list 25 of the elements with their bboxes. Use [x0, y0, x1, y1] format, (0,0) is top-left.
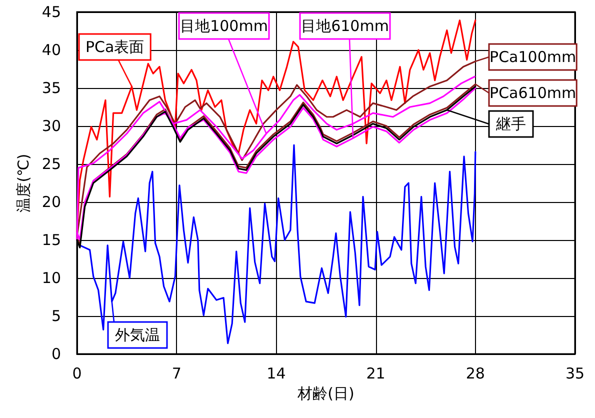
y-axis-title: 温度(℃)	[14, 154, 32, 212]
x-tick-label: 7	[172, 364, 182, 382]
x-tick-label: 0	[72, 364, 82, 382]
x-tick-label: 28	[466, 364, 485, 382]
y-tick-label: 5	[51, 307, 61, 325]
y-tick-label: 35	[42, 79, 61, 97]
y-tick-label: 45	[42, 3, 61, 21]
y-tick-label: 40	[42, 41, 61, 59]
y-tick-label: 30	[42, 117, 61, 135]
series-label: PCa表面	[85, 38, 144, 56]
x-tick-label: 35	[565, 364, 585, 382]
x-tick-label: 14	[266, 364, 286, 382]
y-tick-label: 25	[42, 155, 61, 173]
y-tick-label: 0	[51, 345, 61, 363]
x-tick-label: 21	[366, 364, 386, 382]
text: 目地610mm	[301, 17, 389, 35]
series-label: 外気温	[115, 326, 160, 344]
y-tick-label: 15	[42, 231, 61, 249]
y-tick-label: 10	[42, 269, 61, 287]
text: 目地100mm	[180, 17, 268, 35]
legend-label: 継手	[495, 115, 526, 133]
y-tick-label: 20	[42, 193, 61, 211]
legend-label: PCa610mm	[490, 84, 576, 102]
x-axis-title: 材齢(日)	[296, 384, 354, 402]
legend-label: PCa100mm	[490, 48, 576, 66]
